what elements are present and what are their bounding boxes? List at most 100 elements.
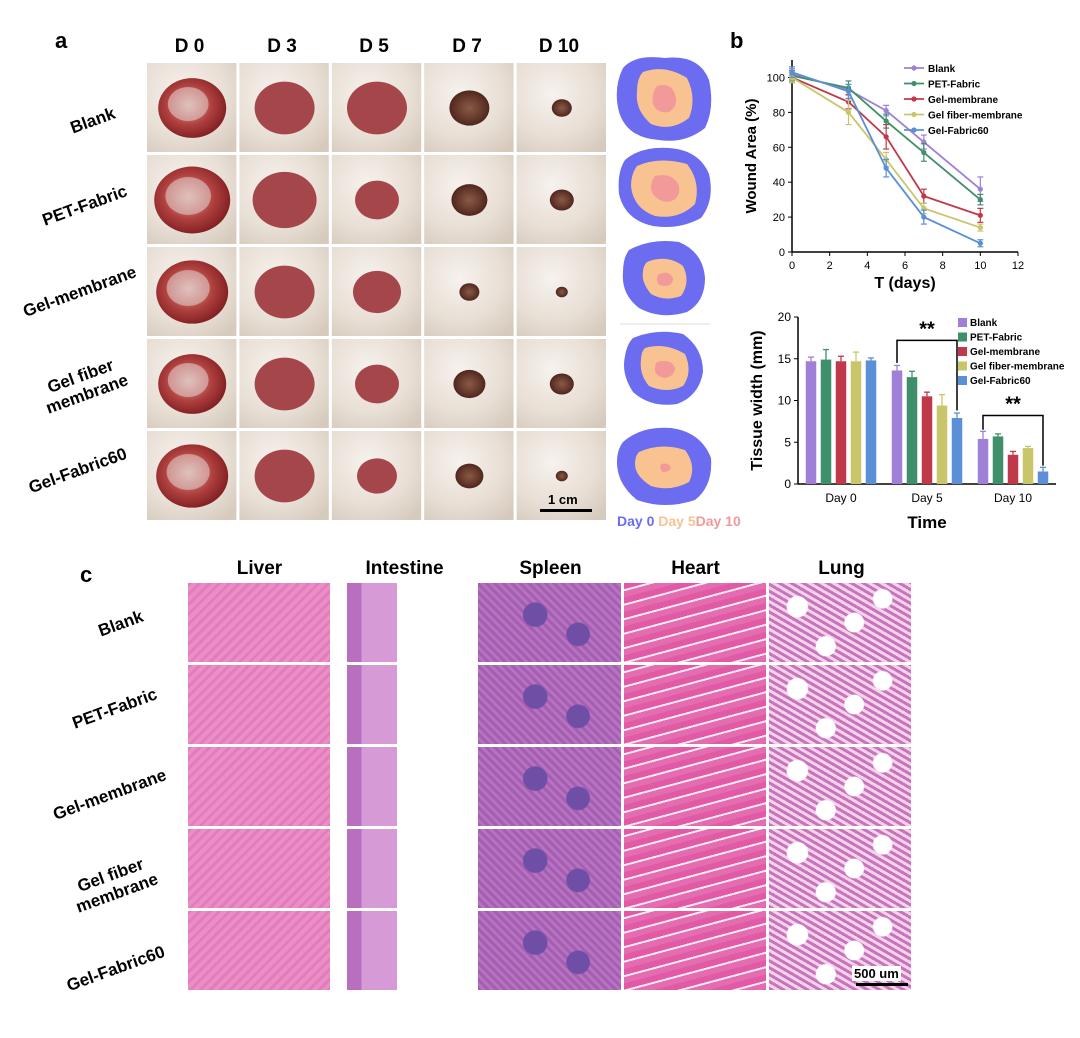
wound-photo [424, 155, 514, 244]
histology-image [333, 911, 476, 990]
wound-photo [331, 247, 422, 336]
data-point [883, 134, 889, 140]
x-tick-label: 2 [827, 260, 833, 272]
category-label: Day 0 [825, 491, 857, 505]
data-point [845, 109, 852, 115]
bar [891, 370, 903, 484]
legend-label: Gel-membrane [928, 95, 998, 106]
scale-bar-label-a: 1 cm [548, 492, 578, 507]
wound-photo [331, 431, 422, 520]
y-tick-label: 100 [767, 72, 785, 84]
histology-image [188, 583, 331, 662]
wound-photo [424, 63, 514, 152]
data-point [845, 88, 852, 95]
wound-photo [424, 247, 514, 336]
y-axis-label: Wound Area (%) [743, 98, 760, 213]
wound-photo [239, 155, 329, 244]
legend-marker [911, 96, 917, 102]
col-head-intestine: Intestine [365, 558, 444, 579]
data-point [789, 69, 795, 75]
legend-day0: Day 0 [617, 513, 655, 529]
histology-image [623, 911, 766, 990]
legend-day10: Day 10 [695, 513, 741, 529]
histology-image [333, 583, 476, 662]
histology-image [478, 583, 621, 662]
col-head-heart: Heart [671, 558, 720, 579]
wound-photo [516, 247, 606, 336]
bar [1007, 454, 1019, 484]
y-tick-label: 20 [773, 212, 785, 224]
wound-photo [239, 63, 329, 152]
x-tick-label: 4 [864, 260, 870, 272]
data-point [977, 224, 983, 231]
row-label-pet-fabric: PET-Fabric [39, 181, 130, 230]
legend-label: Gel-Fabric60 [970, 376, 1031, 387]
legend-label: Blank [928, 64, 956, 75]
wound-photos [147, 63, 606, 520]
histology-grid [188, 583, 914, 993]
row-label-gel-membrane: Gel-membrane [20, 262, 139, 321]
wound-photo [147, 339, 237, 428]
trace-legend: Day 0 Day 5Day 10 [617, 513, 741, 529]
scale-bar-a [540, 509, 592, 512]
bar [992, 436, 1004, 484]
x-axis-label: Time [907, 513, 946, 532]
wound-photo [331, 63, 422, 152]
scale-bar-c [856, 983, 908, 986]
bar [1022, 448, 1034, 484]
wound-photo [331, 339, 422, 428]
y-tick-label: 5 [784, 435, 791, 449]
histology-image [768, 747, 911, 826]
legend-swatch [958, 347, 967, 356]
histology-image [188, 665, 331, 744]
data-point [977, 240, 983, 246]
bar [865, 360, 877, 484]
bar [835, 361, 847, 484]
data-point [921, 193, 927, 199]
category-label: Day 10 [994, 491, 1032, 505]
wound-photo [516, 155, 606, 244]
histology-image [623, 829, 766, 908]
panel-b-letter: b [730, 28, 744, 53]
data-point [977, 212, 983, 218]
wound-photo [147, 247, 237, 336]
bar [1037, 471, 1049, 484]
wound-traces [616, 57, 712, 505]
bar [820, 359, 832, 484]
legend-label: Blank [970, 318, 998, 329]
wound-photo [147, 155, 237, 244]
bar [805, 361, 817, 484]
legend-marker [911, 80, 917, 87]
histology-image [188, 747, 331, 826]
histology-image [768, 829, 911, 908]
histology-image [333, 747, 476, 826]
histology-image [478, 665, 621, 744]
bar [906, 377, 918, 484]
legend-swatch [958, 361, 967, 371]
wound-photo [239, 247, 329, 336]
wound-photo [331, 155, 422, 244]
histo-row-label-gel-membrane: Gel-membrane [50, 765, 169, 824]
histo-row-label-gel-fiber-membrane: Gel fiber membrane [73, 854, 161, 917]
col-head-spleen: Spleen [519, 558, 582, 579]
data-point [883, 118, 889, 124]
col-head-lung: Lung [818, 558, 865, 579]
histo-row-label-gel-fabric60: Gel-Fabric60 [64, 942, 168, 996]
histology-image [188, 911, 331, 990]
col-head-d3: D 3 [267, 36, 297, 57]
data-point [883, 165, 889, 171]
row-label-blank: Blank [67, 103, 118, 138]
legend-label: Gel fiber-membrane [970, 362, 1065, 373]
y-tick-label: 15 [778, 352, 792, 366]
wound-photo [516, 339, 606, 428]
y-tick-label: 0 [779, 247, 785, 259]
histology-image [188, 829, 331, 908]
data-point [921, 214, 927, 220]
histology-image [478, 747, 621, 826]
y-tick-label: 40 [773, 177, 785, 189]
histology-image [623, 665, 766, 744]
histology-image [623, 747, 766, 826]
histology-image [478, 911, 621, 990]
legend-swatch [958, 332, 967, 342]
wound-area-line-chart: 0 2 4 6 8 10 12 0 20 40 60 80 100 T (days) Wound Area … [743, 60, 1024, 292]
